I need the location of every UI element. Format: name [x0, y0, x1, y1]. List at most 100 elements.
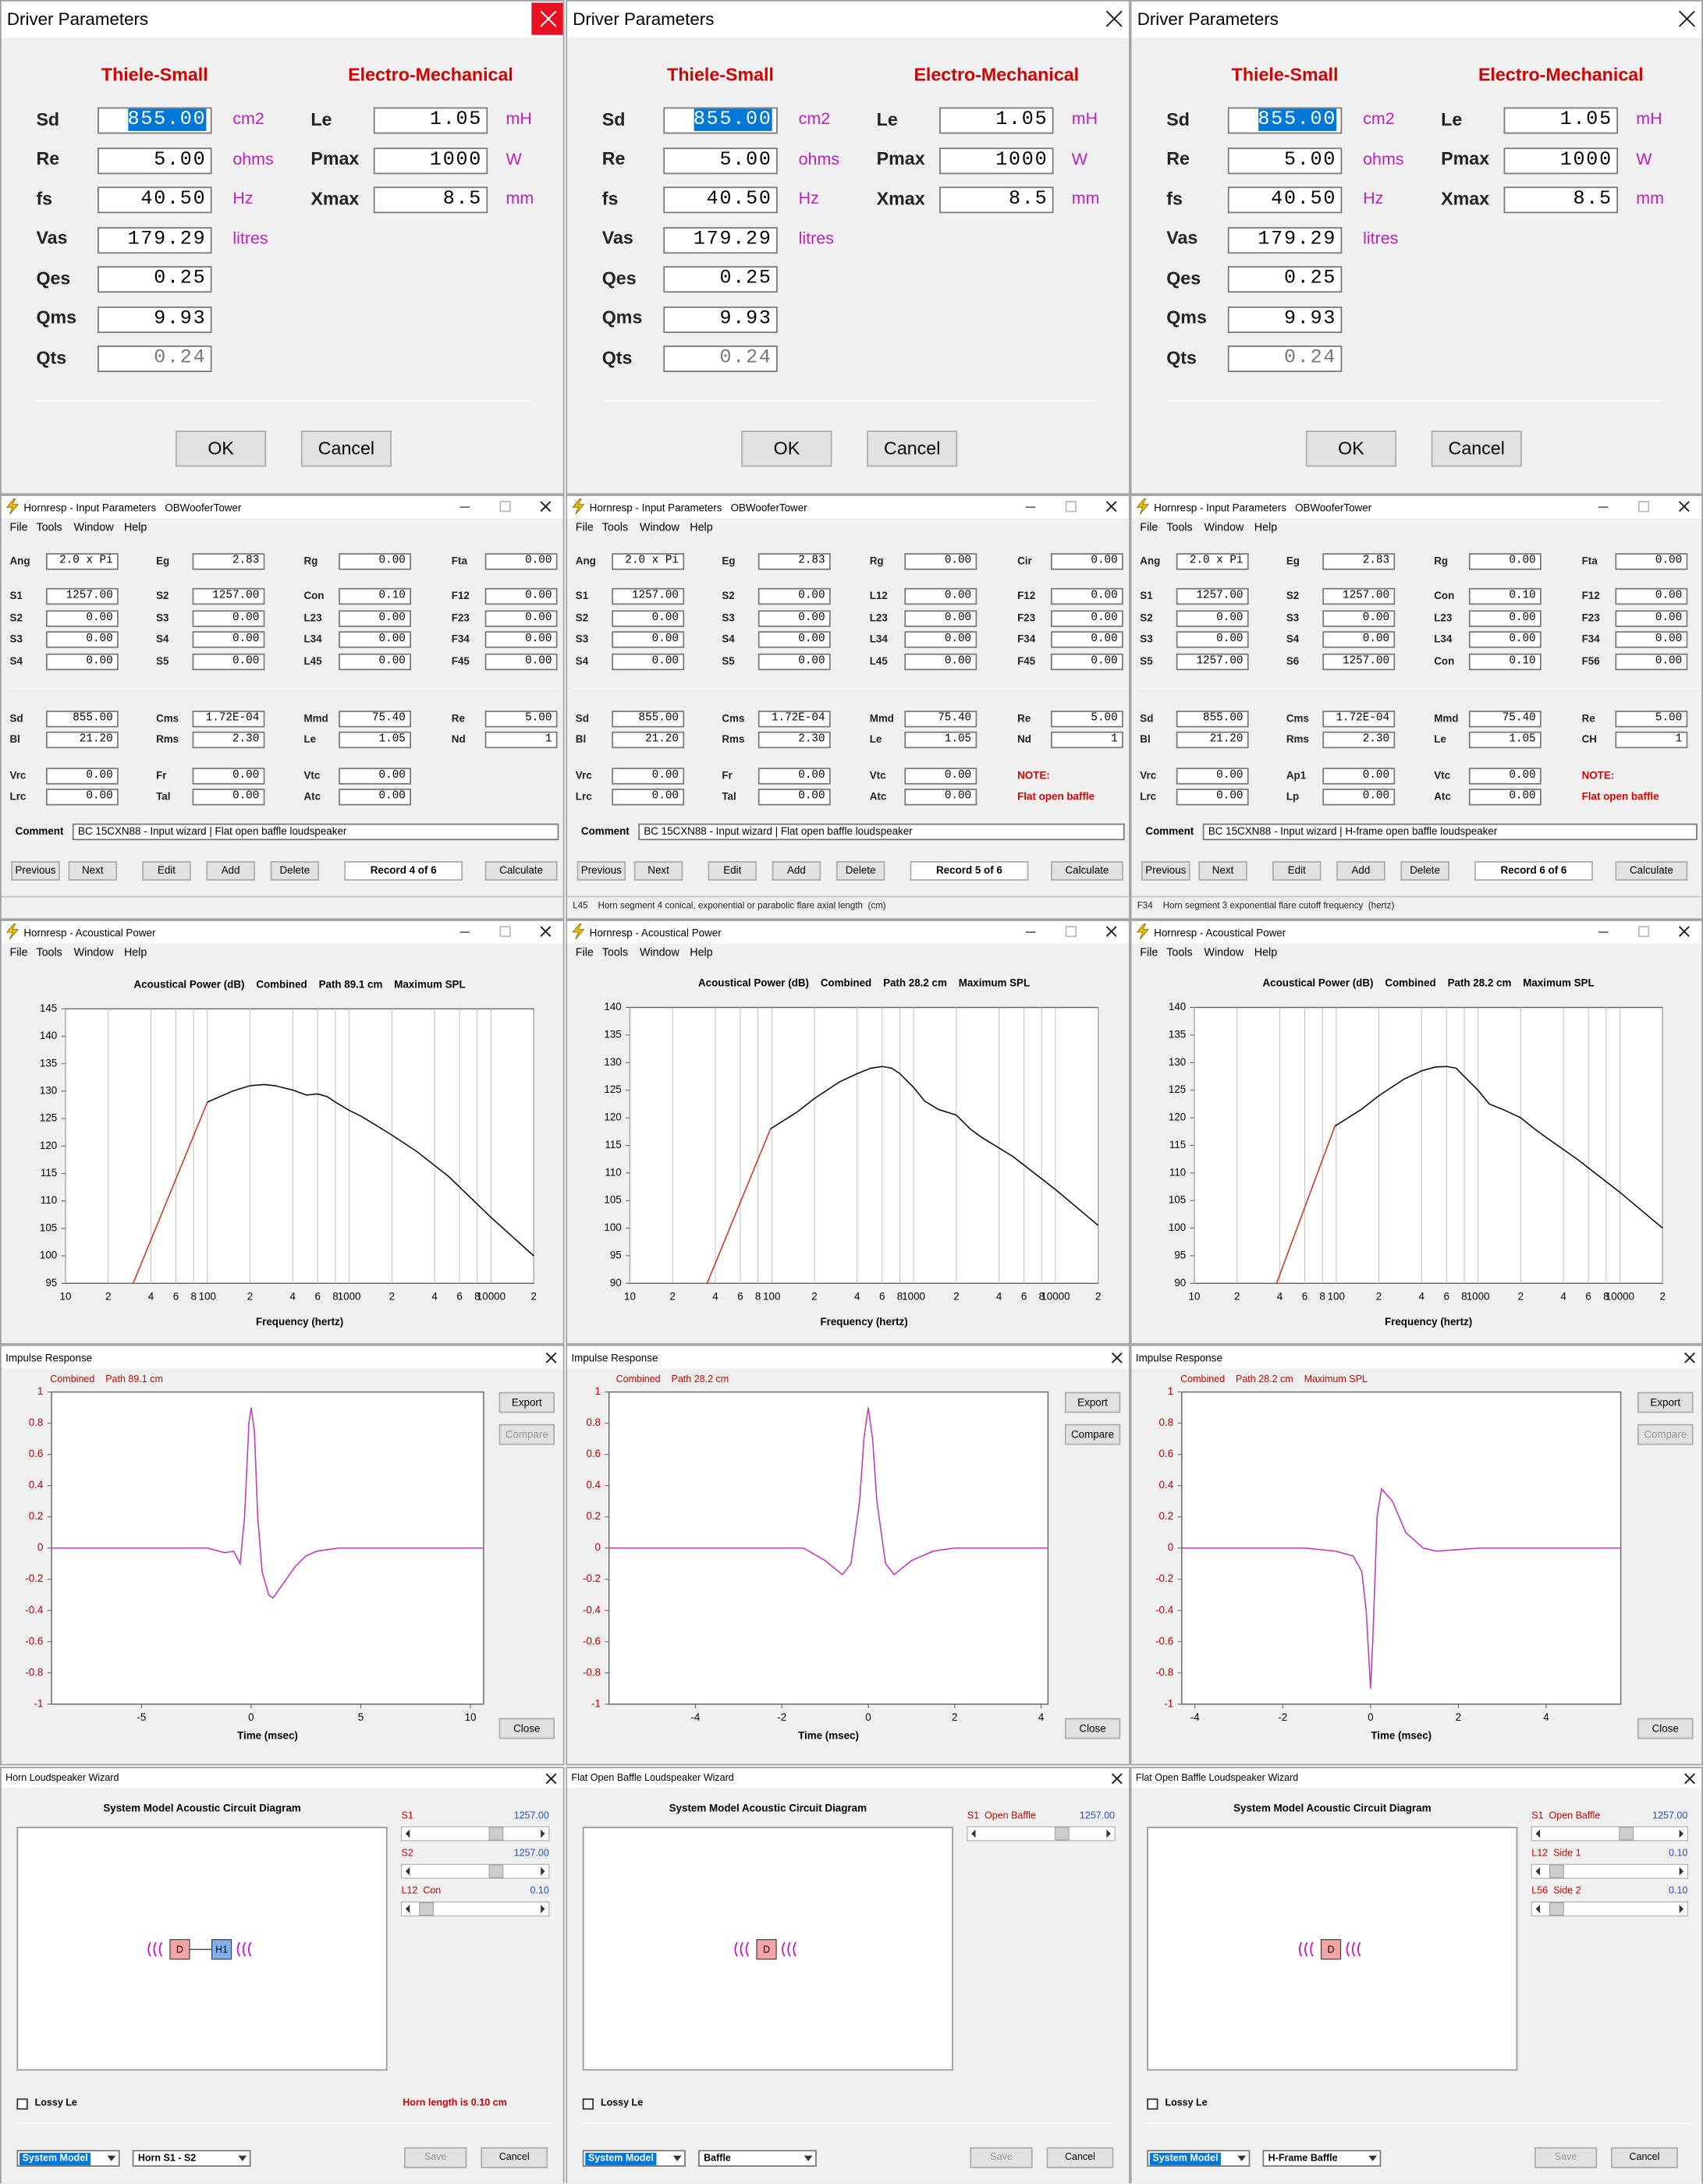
- menu-item[interactable]: Window: [639, 520, 679, 534]
- menu-item[interactable]: File: [575, 945, 594, 959]
- field-box[interactable]: 0.00: [45, 653, 119, 671]
- menu-item[interactable]: Tools: [601, 945, 629, 959]
- menu-item[interactable]: Help: [123, 520, 147, 534]
- button[interactable]: Record 6 of 6: [1474, 861, 1593, 881]
- maximize-button[interactable]: [499, 501, 511, 512]
- field-box[interactable]: 0.00: [1468, 553, 1542, 570]
- field-box[interactable]: 1.72E-04: [1322, 711, 1396, 728]
- maximize-button[interactable]: [1637, 501, 1650, 512]
- maximize-button[interactable]: [1637, 926, 1650, 938]
- field-box[interactable]: 75.40: [904, 711, 977, 728]
- button[interactable]: Calculate: [1615, 861, 1688, 881]
- field-box[interactable]: 1.05: [904, 731, 977, 749]
- field-box[interactable]: 8.5: [1503, 186, 1619, 214]
- button[interactable]: Calculate: [1050, 861, 1123, 881]
- close-button[interactable]: [1111, 1352, 1123, 1363]
- field-box[interactable]: 0.00: [339, 768, 411, 785]
- field-box[interactable]: 0.00: [484, 653, 558, 671]
- slider[interactable]: [967, 1826, 1116, 1842]
- field-box[interactable]: 0.00: [1615, 553, 1688, 570]
- slider[interactable]: [400, 1826, 550, 1842]
- field-box[interactable]: 21.20: [612, 731, 685, 749]
- close-button[interactable]: [545, 1352, 557, 1363]
- field-box[interactable]: 1.05: [373, 107, 488, 134]
- button[interactable]: Previous: [577, 861, 626, 881]
- field-box[interactable]: 1257.00: [45, 587, 119, 605]
- field-box[interactable]: 0.00: [1176, 768, 1249, 785]
- field-box[interactable]: 855.00: [45, 711, 119, 728]
- field-box[interactable]: 2.83: [757, 553, 831, 570]
- field-box[interactable]: 179.29: [663, 226, 778, 254]
- button[interactable]: Close: [1064, 1718, 1121, 1739]
- field-box[interactable]: 40.50: [98, 186, 212, 214]
- field-box[interactable]: 0.00: [1050, 553, 1123, 570]
- menu-item[interactable]: File: [1140, 520, 1158, 534]
- field-box[interactable]: 0.00: [1176, 631, 1249, 648]
- field-box[interactable]: 0.00: [1322, 610, 1396, 627]
- menu-item[interactable]: Help: [1254, 520, 1278, 534]
- menu-item[interactable]: Tools: [36, 520, 62, 534]
- field-box[interactable]: 1.72E-04: [192, 711, 265, 728]
- field-box[interactable]: 0.24: [1227, 346, 1343, 372]
- menu-item[interactable]: Help: [690, 945, 713, 959]
- field-box[interactable]: 0.00: [757, 789, 831, 806]
- close-button[interactable]: [545, 1773, 557, 1785]
- close-button[interactable]: [1678, 501, 1690, 512]
- button[interactable]: OK: [176, 431, 267, 467]
- field-box[interactable]: 0.00: [1176, 610, 1249, 627]
- field-box[interactable]: 0.00: [339, 553, 411, 570]
- field-box[interactable]: 0.00: [45, 610, 119, 627]
- menu-item[interactable]: Tools: [1166, 520, 1193, 534]
- checkbox[interactable]: [582, 2098, 594, 2110]
- checkbox[interactable]: [16, 2098, 28, 2110]
- close-button[interactable]: [1105, 501, 1117, 512]
- field-box[interactable]: 0.00: [757, 631, 831, 648]
- button[interactable]: Cancel: [481, 2147, 548, 2168]
- field-box[interactable]: 9.93: [663, 306, 778, 333]
- field-box[interactable]: 0.24: [98, 346, 212, 372]
- field-box[interactable]: 0.00: [1050, 653, 1123, 671]
- menu-item[interactable]: Window: [73, 520, 114, 534]
- menu-item[interactable]: Tools: [36, 945, 62, 959]
- button[interactable]: Next: [68, 861, 118, 881]
- field-box[interactable]: 0.00: [757, 587, 831, 605]
- button[interactable]: Cancel: [300, 431, 392, 467]
- close-button[interactable]: [531, 2, 563, 35]
- menu-item[interactable]: Help: [690, 520, 713, 534]
- field-box[interactable]: 0.00: [45, 631, 119, 648]
- field-box[interactable]: 0.00: [339, 789, 411, 806]
- field-box[interactable]: 0.00: [1322, 789, 1396, 806]
- field-box[interactable]: 2.0 x Pi: [1176, 553, 1249, 570]
- button[interactable]: Export: [1064, 1392, 1121, 1413]
- field-box[interactable]: 1.72E-04: [757, 711, 831, 728]
- menu-item[interactable]: File: [575, 520, 594, 534]
- field-box[interactable]: 0.24: [663, 346, 778, 372]
- field-box[interactable]: 0.00: [612, 768, 685, 785]
- button[interactable]: Edit: [142, 861, 191, 881]
- field-box[interactable]: 5.00: [484, 711, 558, 728]
- field-box[interactable]: 0.00: [904, 789, 977, 806]
- button[interactable]: Save: [404, 2147, 467, 2168]
- button[interactable]: Cancel: [867, 431, 958, 467]
- field-box[interactable]: 855.00: [1227, 107, 1343, 134]
- field-box[interactable]: 0.00: [904, 610, 977, 627]
- slider[interactable]: [1531, 1901, 1688, 1916]
- button[interactable]: Record 5 of 6: [910, 861, 1029, 881]
- field-box[interactable]: 2.83: [192, 553, 265, 570]
- minimize-button[interactable]: [1025, 931, 1037, 934]
- field-box[interactable]: 1: [484, 731, 558, 749]
- field-box[interactable]: 0.00: [484, 610, 558, 627]
- field-box[interactable]: 40.50: [663, 186, 778, 214]
- minimize-button[interactable]: [459, 931, 471, 934]
- comment-box[interactable]: BC 15CXN88 - Input wizard | H-frame open…: [1202, 823, 1698, 841]
- field-box[interactable]: 0.00: [1615, 587, 1688, 605]
- button[interactable]: Export: [498, 1392, 555, 1413]
- button[interactable]: Previous: [1141, 861, 1190, 881]
- field-box[interactable]: 1.05: [939, 107, 1054, 134]
- field-box[interactable]: 0.00: [1615, 653, 1688, 671]
- dropdown[interactable]: H-Frame Baffle: [1262, 2150, 1382, 2167]
- field-box[interactable]: 2.0 x Pi: [612, 553, 685, 570]
- field-box[interactable]: 0.00: [904, 631, 977, 648]
- field-box[interactable]: 1000: [1503, 147, 1619, 174]
- field-box[interactable]: 8.5: [373, 186, 488, 214]
